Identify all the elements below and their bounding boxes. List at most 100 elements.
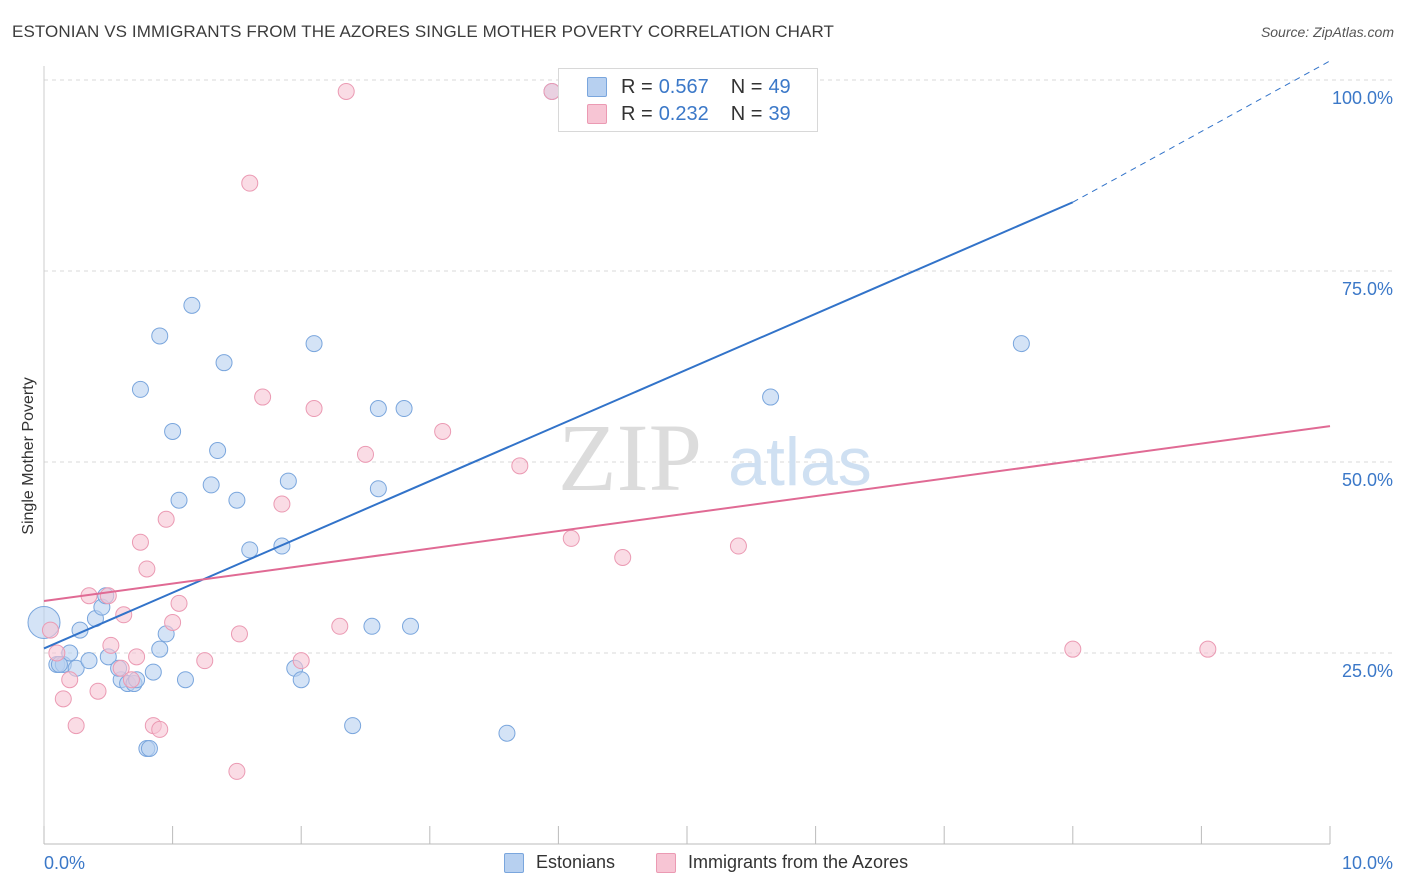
y-axis-label: Single Mother Poverty bbox=[20, 377, 37, 535]
point-estonians bbox=[151, 327, 169, 345]
trend-line-azores bbox=[43, 425, 1331, 603]
point-estonians bbox=[170, 491, 188, 509]
trend-lines-layer bbox=[43, 60, 1331, 650]
legend-n-label: N = bbox=[730, 75, 763, 98]
series-legend: Estonians Immigrants from the Azores bbox=[0, 852, 1406, 878]
point-estonians bbox=[131, 380, 149, 398]
point-azores bbox=[122, 671, 140, 689]
point-estonians bbox=[209, 442, 227, 460]
point-azores bbox=[729, 537, 747, 555]
point-azores bbox=[164, 613, 182, 631]
legend-n-label: N = bbox=[730, 102, 763, 125]
legend-swatch-blue bbox=[504, 852, 524, 873]
y-tick-label: 25.0% bbox=[1342, 661, 1393, 681]
point-azores bbox=[131, 533, 149, 551]
legend-swatch-blue bbox=[587, 77, 607, 97]
point-azores bbox=[61, 671, 79, 689]
legend-r-value: 0.232 bbox=[658, 102, 709, 125]
watermark-zip: ZIP bbox=[558, 404, 702, 511]
point-azores bbox=[1199, 640, 1217, 658]
legend-row-azores: R = 0.232 N = 39 bbox=[587, 102, 791, 126]
point-azores bbox=[614, 549, 632, 566]
stats-legend: R = 0.567 N = 49 R = 0.232 N = 39 bbox=[558, 68, 818, 132]
tick-labels-layer: 25.0% 50.0% 75.0% 100.0% 0.0% 10.0% bbox=[44, 88, 1393, 873]
point-azores bbox=[157, 510, 175, 528]
legend-n-value: 39 bbox=[768, 102, 791, 125]
legend-label-estonians: Estonians bbox=[536, 852, 616, 872]
chart-title: ESTONIAN VS IMMIGRANTS FROM THE AZORES S… bbox=[12, 22, 835, 41]
point-azores bbox=[273, 495, 291, 513]
point-estonians bbox=[363, 617, 381, 635]
x-tick-label: 0.0% bbox=[44, 853, 85, 873]
point-azores bbox=[48, 644, 66, 662]
point-estonians bbox=[228, 491, 246, 509]
point-azores bbox=[170, 594, 188, 612]
point-azores bbox=[67, 717, 85, 735]
y-tick-label: 100.0% bbox=[1332, 88, 1393, 108]
point-azores bbox=[228, 762, 246, 780]
legend-swatch-pink bbox=[656, 852, 676, 873]
point-azores bbox=[331, 617, 349, 635]
legend-label-azores: Immigrants from the Azores bbox=[688, 852, 909, 872]
point-estonians bbox=[215, 354, 233, 372]
legend-n-value: 49 bbox=[768, 75, 791, 98]
legend-swatch-pink bbox=[587, 104, 607, 124]
point-estonians bbox=[140, 740, 158, 757]
point-azores bbox=[89, 682, 107, 700]
point-estonians bbox=[164, 422, 182, 440]
chart-source: Source: ZipAtlas.com bbox=[1260, 24, 1394, 40]
point-estonians bbox=[176, 671, 194, 689]
legend-item-azores[interactable]: Immigrants from the Azores bbox=[656, 852, 908, 873]
point-azores bbox=[357, 445, 374, 463]
legend-item-estonians[interactable]: Estonians bbox=[504, 852, 615, 873]
point-estonians bbox=[369, 480, 387, 498]
point-azores bbox=[128, 648, 146, 666]
point-estonians bbox=[498, 724, 516, 742]
point-estonians bbox=[1012, 335, 1030, 353]
point-azores bbox=[241, 174, 259, 192]
axes-layer bbox=[43, 66, 1331, 845]
points-layer bbox=[27, 82, 1217, 780]
point-estonians bbox=[144, 663, 162, 681]
point-azores bbox=[337, 82, 355, 100]
point-estonians bbox=[402, 617, 420, 635]
watermark: ZIP atlas bbox=[558, 404, 872, 511]
point-estonians bbox=[305, 335, 323, 353]
point-estonians bbox=[279, 472, 297, 490]
point-azores bbox=[41, 621, 59, 639]
point-estonians bbox=[762, 388, 780, 406]
legend-r-label: R = bbox=[621, 75, 653, 98]
point-azores bbox=[196, 652, 214, 670]
point-azores bbox=[292, 652, 310, 670]
point-estonians bbox=[183, 296, 201, 314]
x-tick-label: 10.0% bbox=[1342, 853, 1393, 873]
point-azores bbox=[151, 720, 169, 738]
point-estonians bbox=[241, 541, 259, 559]
point-azores bbox=[1064, 640, 1082, 658]
point-azores bbox=[230, 625, 248, 643]
point-azores bbox=[511, 457, 529, 475]
trend-line-estonians bbox=[43, 201, 1074, 650]
y-tick-label: 75.0% bbox=[1342, 279, 1393, 299]
point-azores bbox=[112, 659, 130, 677]
legend-r-value: 0.567 bbox=[658, 75, 709, 98]
point-estonians bbox=[395, 400, 413, 418]
point-estonians bbox=[369, 400, 387, 418]
point-azores bbox=[562, 529, 580, 547]
point-estonians bbox=[202, 476, 220, 494]
point-estonians bbox=[151, 640, 169, 658]
point-azores bbox=[102, 636, 120, 654]
legend-r-label: R = bbox=[621, 102, 653, 125]
y-tick-label: 50.0% bbox=[1342, 470, 1393, 490]
point-azores bbox=[434, 422, 452, 440]
point-estonians bbox=[344, 717, 362, 735]
legend-row-estonians: R = 0.567 N = 49 bbox=[587, 75, 791, 99]
point-azores bbox=[99, 587, 117, 605]
point-azores bbox=[305, 400, 323, 418]
watermark-atlas: atlas bbox=[728, 424, 872, 500]
trend-line-estonians-extension bbox=[1072, 60, 1331, 203]
point-estonians bbox=[80, 652, 98, 670]
grid-layer bbox=[44, 79, 1392, 654]
point-estonians bbox=[292, 671, 310, 689]
